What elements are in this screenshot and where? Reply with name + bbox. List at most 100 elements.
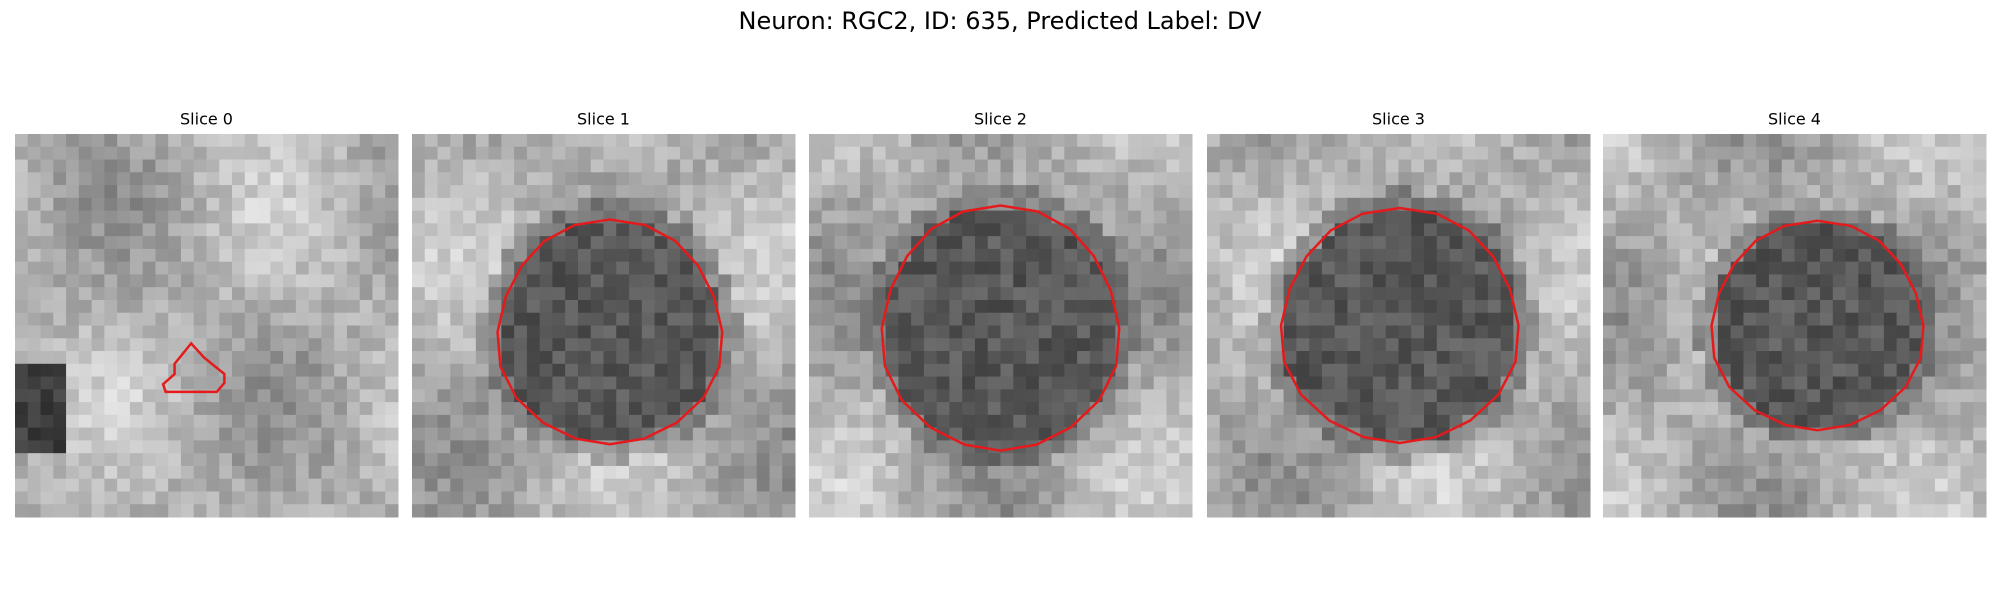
pixel xyxy=(1756,223,1770,237)
pixel xyxy=(1794,351,1808,365)
pixel xyxy=(270,478,284,492)
pixel xyxy=(334,389,348,403)
pixel xyxy=(1832,210,1847,224)
pixel xyxy=(104,210,118,224)
pixel xyxy=(769,504,783,518)
pixel xyxy=(1487,299,1502,314)
pixel xyxy=(1960,376,1974,390)
pixel xyxy=(1845,427,1859,441)
pixel xyxy=(1283,185,1297,199)
pixel xyxy=(463,172,477,186)
pixel xyxy=(1730,427,1744,441)
pixel xyxy=(270,159,284,173)
pixel xyxy=(463,465,477,480)
pixel xyxy=(1245,197,1259,212)
pixel xyxy=(219,427,233,441)
pixel xyxy=(463,287,477,301)
pixel xyxy=(1051,363,1065,378)
pixel xyxy=(283,389,297,403)
pixel xyxy=(475,478,490,492)
pixel xyxy=(1013,427,1027,441)
pixel xyxy=(334,465,348,480)
pixel xyxy=(1896,453,1910,467)
pixel xyxy=(1909,312,1923,326)
pixel xyxy=(232,299,246,314)
pixel xyxy=(1360,478,1374,492)
pixel xyxy=(1820,223,1834,237)
pixel xyxy=(1845,465,1859,480)
pixel xyxy=(1153,414,1167,429)
pixel xyxy=(680,210,694,224)
pixel xyxy=(232,402,246,416)
pixel xyxy=(206,325,220,339)
pixel xyxy=(1321,325,1336,339)
pixel xyxy=(603,389,617,403)
pixel xyxy=(1832,159,1847,173)
pixel xyxy=(129,389,144,403)
pixel xyxy=(1051,453,1065,467)
pixel xyxy=(731,338,745,352)
pixel xyxy=(1883,338,1898,352)
pixel xyxy=(667,185,681,199)
pixel xyxy=(27,427,42,441)
pixel xyxy=(359,287,373,301)
pixel xyxy=(15,478,29,492)
pixel xyxy=(1449,389,1463,403)
pixel xyxy=(872,440,887,454)
pixel xyxy=(129,185,144,199)
pixel xyxy=(270,325,284,339)
pixel xyxy=(1462,325,1476,339)
pixel xyxy=(412,504,426,518)
pixel xyxy=(1513,185,1527,199)
pixel xyxy=(629,351,643,365)
pixel xyxy=(1973,299,1987,314)
pixel xyxy=(450,427,464,441)
pixel xyxy=(1641,478,1655,492)
pixel xyxy=(1232,287,1246,301)
pixel xyxy=(104,363,118,378)
pixel xyxy=(257,210,271,224)
pixel xyxy=(1692,210,1706,224)
pixel xyxy=(552,134,566,148)
pixel xyxy=(1026,159,1040,173)
pixel xyxy=(91,159,105,173)
pixel xyxy=(1245,440,1259,454)
pixel xyxy=(1296,440,1310,454)
pixel xyxy=(1089,248,1104,263)
pixel xyxy=(1038,236,1053,250)
pixel xyxy=(1794,363,1808,378)
pixel xyxy=(1692,402,1706,416)
pixel xyxy=(53,223,67,237)
pixel xyxy=(27,248,42,263)
pixel xyxy=(1538,299,1553,314)
pixel xyxy=(1064,159,1078,173)
pixel xyxy=(821,376,836,390)
pixel xyxy=(283,478,297,492)
pixel xyxy=(834,414,848,429)
pixel xyxy=(117,491,131,505)
pixel xyxy=(168,478,182,492)
pixel xyxy=(1309,299,1323,314)
pixel xyxy=(1666,453,1681,467)
pixel xyxy=(809,351,823,365)
pixel xyxy=(743,223,758,237)
pixel xyxy=(1000,440,1014,454)
pixel xyxy=(1309,427,1323,441)
pixel xyxy=(1654,134,1668,148)
pixel xyxy=(629,325,643,339)
pixel xyxy=(206,414,220,429)
pixel xyxy=(1207,414,1221,429)
pixel xyxy=(1026,325,1040,339)
pixel xyxy=(834,159,848,173)
pixel xyxy=(1128,287,1142,301)
pixel xyxy=(244,274,259,288)
pixel xyxy=(1781,274,1795,288)
pixel xyxy=(718,478,732,492)
pixel xyxy=(526,287,541,301)
pixel xyxy=(1922,210,1936,224)
pixel xyxy=(756,402,770,416)
pixel xyxy=(526,299,541,314)
pixel xyxy=(872,376,887,390)
pixel xyxy=(1398,185,1412,199)
pixel xyxy=(1845,491,1859,505)
